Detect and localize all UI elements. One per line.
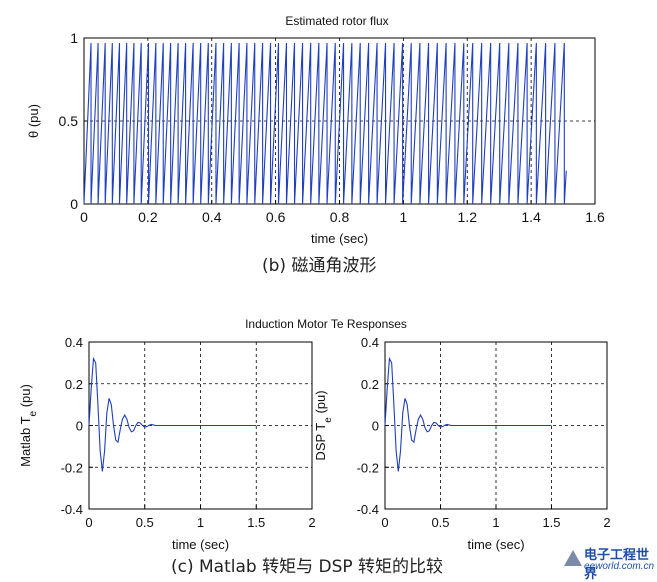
x-tick-label: 1.4 (521, 209, 541, 225)
x-tick-label: 0.6 (266, 209, 286, 225)
y-tick-label: 0 (76, 419, 83, 434)
y-tick-label: 1 (70, 30, 78, 46)
y-tick-label: 0 (372, 419, 379, 434)
caption-c: (c) Matlab 转矩与 DSP 转矩的比较 (171, 557, 444, 577)
y-tick-label: 0.2 (65, 377, 83, 392)
x-tick-label: 0 (85, 515, 92, 530)
x-tick-label: 1.5 (542, 515, 560, 530)
series-line (83, 42, 567, 205)
y-axis-label: DSP Te (pu) (313, 390, 334, 460)
y-axis-label-main: θ (pu) (26, 104, 41, 138)
series-line (88, 356, 257, 472)
x-tick-label: 1 (492, 515, 499, 530)
eeworld-logo: 电子工程世界 eeworld.com.cn (562, 544, 655, 582)
y-tick-label: -0.4 (61, 502, 83, 517)
logo-url: eeworld.com.cn (584, 561, 655, 572)
y-tick-label: -0.4 (357, 502, 379, 517)
y-axis-label: θ (pu) (26, 104, 41, 138)
y-axis-label-unit: (pu) (313, 390, 328, 417)
x-tick-label: 1 (197, 515, 204, 530)
x-tick-label: 0.8 (330, 209, 350, 225)
y-tick-label: -0.2 (357, 460, 379, 475)
y-tick-label: 0 (70, 196, 78, 212)
chart-te_matlab: 0 0.5 1 1.5 2 0.4 0.2 0 -0.2 -0.4 Induction Motor … (18, 317, 407, 552)
x-axis-label: time (sec) (467, 537, 524, 552)
x-axis-label: time (sec) (311, 231, 368, 246)
x-tick-label: 2 (308, 515, 315, 530)
x-tick-label: 1 (399, 209, 407, 225)
x-tick-label: 0.2 (138, 209, 158, 225)
chart-title: Induction Motor Te Responses (245, 317, 407, 331)
y-axis-label-subscript: e (323, 417, 334, 423)
chart-title: Estimated rotor flux (285, 14, 388, 28)
x-tick-label: 0.5 (136, 515, 154, 530)
y-tick-label: 0.2 (361, 377, 379, 392)
y-axis-label-unit: (pu) (18, 384, 33, 411)
x-tick-label: 0 (381, 515, 388, 530)
chart-flux: 0 0.2 0.4 0.6 0.8 1 1.2 1.4 1.6 0 0.5 1 Estimated ro… (26, 14, 605, 246)
series-line (384, 356, 552, 472)
caption-b: (b) 磁通角波形 (262, 256, 377, 276)
x-tick-label: 1.5 (247, 515, 265, 530)
x-tick-label: 0 (80, 209, 88, 225)
y-tick-label: -0.2 (61, 460, 83, 475)
logo-text: 电子工程世界 (584, 548, 650, 582)
y-tick-label: 0.4 (361, 335, 379, 350)
y-tick-label: 0.4 (65, 335, 83, 350)
chart-te_dsp: 0 0.5 1 1.5 2 0.4 0.2 0 -0.2 -0.4 time (sec) DSP Te… (313, 335, 611, 552)
x-tick-label: 1.2 (458, 209, 478, 225)
x-axis-label: time (sec) (172, 537, 229, 552)
y-axis-label-subscript: e (28, 410, 39, 416)
y-axis-label-main: DSP T (313, 423, 328, 461)
x-tick-label: 0.5 (431, 515, 449, 530)
y-tick-label: 0.5 (59, 113, 79, 129)
logo-mark-icon (564, 550, 582, 566)
x-tick-label: 1.6 (585, 209, 605, 225)
x-tick-label: 2 (603, 515, 610, 530)
y-axis-label-main: Matlab T (18, 416, 33, 466)
y-axis-label: Matlab Te (pu) (18, 384, 39, 467)
x-tick-label: 0.4 (202, 209, 222, 225)
